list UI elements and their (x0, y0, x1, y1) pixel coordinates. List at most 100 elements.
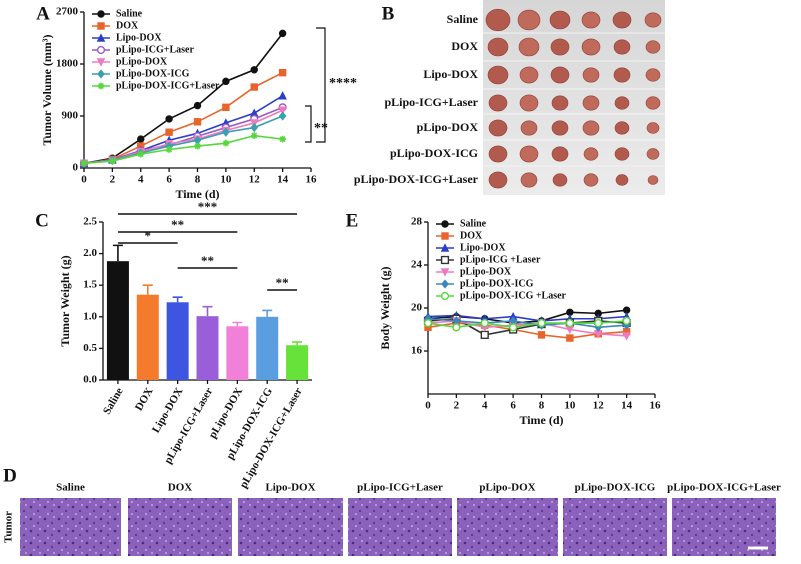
tumor (583, 147, 599, 161)
marker (441, 232, 449, 240)
tumor (550, 38, 570, 56)
bar (286, 345, 309, 380)
x-tick-label: 2 (110, 174, 116, 186)
series-line (427, 314, 627, 322)
tumor (582, 120, 600, 136)
x-tick-label: 12 (249, 174, 261, 186)
x-tick-label: 2 (454, 400, 460, 412)
marker (193, 101, 202, 110)
bar (226, 326, 249, 380)
marker (165, 128, 173, 136)
y-tick-label: 0 (73, 162, 79, 174)
tumor (488, 94, 508, 112)
y-tick-label: 2.0 (83, 247, 97, 259)
marker (278, 91, 287, 100)
series-line (83, 134, 283, 165)
error-bar (142, 284, 153, 295)
panel-label: B (382, 3, 395, 24)
error-bar (202, 305, 213, 317)
column-label: Saline (56, 482, 85, 494)
tumor (520, 172, 538, 188)
x-tick-label: DOX (133, 386, 156, 413)
y-tick-label: 0.0 (83, 374, 97, 386)
y-axis-title: Body Weight (g) (378, 266, 392, 349)
legend-label: pLipo-DOX-ICG+Laser (116, 80, 220, 91)
marker (222, 103, 230, 112)
legend-label: Lipo-DOX (116, 32, 162, 43)
marker (165, 115, 173, 123)
x-axis-title: Time (d) (519, 413, 563, 427)
marker (480, 330, 489, 339)
histology-image (563, 498, 667, 556)
marker (222, 127, 230, 137)
x-tick-label: 16 (650, 400, 662, 412)
y-tick-label: 1.5 (83, 279, 97, 291)
error-bar (172, 296, 183, 303)
annotation: **** (329, 76, 357, 91)
marker (97, 69, 105, 79)
y-tick-label: 20 (411, 302, 423, 314)
y-tick-label: 900 (62, 110, 79, 122)
bar (196, 316, 219, 380)
marker (250, 66, 258, 74)
x-tick-label: 4 (138, 174, 144, 186)
x-tick-label: 0 (81, 174, 87, 186)
tumor (613, 39, 631, 55)
marker (222, 139, 230, 147)
y-tick-label: 16 (411, 345, 423, 357)
marker (250, 83, 258, 91)
y-tick-label: 1800 (56, 58, 79, 70)
y-tick-label: 0.5 (83, 342, 97, 354)
legend-label: Lipo-DOX (460, 242, 506, 253)
legend-label: pLipo-DOX-ICG +Laser (460, 290, 567, 301)
y-tick-label: 28 (411, 216, 423, 228)
error-bar (112, 244, 123, 262)
row-label: Lipo-DOX (423, 67, 478, 81)
bracket (305, 105, 312, 143)
marker (440, 243, 450, 252)
marker (165, 146, 173, 153)
marker (566, 334, 574, 342)
column-label: DOX (168, 482, 193, 494)
tumor (644, 12, 662, 28)
y-tick-label: 24 (411, 259, 423, 271)
marker (108, 157, 116, 165)
marker (441, 220, 449, 228)
marker (278, 29, 287, 38)
marker (137, 135, 145, 143)
histology-image (128, 498, 232, 556)
marker (622, 332, 631, 341)
x-tick-label: 10 (564, 400, 576, 412)
panel-label: D (3, 465, 17, 486)
marker (96, 45, 106, 55)
marker (509, 323, 518, 332)
row-label: Tumor (3, 511, 15, 543)
x-tick-label: 6 (166, 174, 172, 186)
tumor (488, 145, 508, 163)
histology-image (457, 498, 558, 556)
marker (440, 268, 450, 277)
bar (136, 294, 159, 380)
series-line (83, 71, 283, 165)
marker (250, 132, 258, 140)
row-label: DOX (451, 39, 478, 53)
x-tick-label: 12 (593, 400, 605, 412)
y-tick-label: 1.0 (83, 310, 97, 322)
tumor (583, 173, 599, 187)
bar (106, 261, 129, 380)
tumor (613, 67, 631, 83)
legend-label: pLipo-DOX (460, 266, 512, 277)
row-label: pLipo-DOX-ICG (390, 146, 478, 160)
marker (278, 111, 287, 121)
tumor (612, 11, 632, 29)
tumor (488, 119, 508, 137)
tumor (519, 145, 539, 163)
marker (279, 135, 287, 143)
tumor (487, 37, 509, 57)
column-label: Lipo-DOX (265, 482, 315, 494)
tumor (581, 38, 601, 56)
legend-label: pLipo-ICG+Laser (116, 44, 194, 55)
legend-label: DOX (116, 20, 139, 31)
marker (423, 318, 433, 328)
